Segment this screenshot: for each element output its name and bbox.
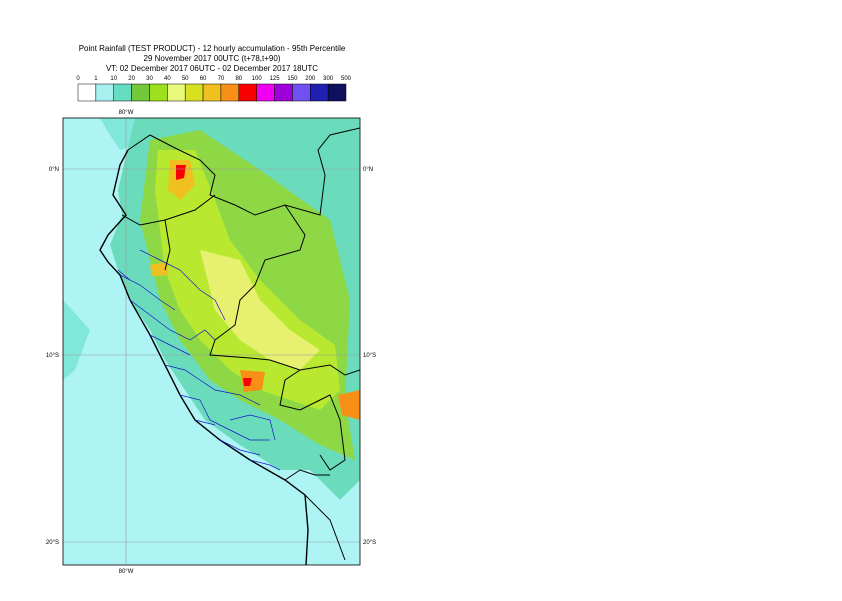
rain-field <box>63 118 90 380</box>
lat-label: 20°S <box>363 540 376 546</box>
rain-field <box>243 378 252 386</box>
lat-label: 20°S <box>46 540 59 546</box>
map-area <box>63 118 360 565</box>
lat-label: 0°N <box>363 167 373 173</box>
lat-label: 10°S <box>46 353 59 359</box>
color-box <box>256 83 275 102</box>
rain-field <box>240 370 265 392</box>
colorbar-label: 500 <box>341 76 352 82</box>
colorbar-label: 50 <box>182 76 189 82</box>
colorbar-label: 80 <box>235 76 242 82</box>
color-box <box>238 83 257 102</box>
colorbar-label: 1 <box>94 76 98 82</box>
color-box <box>167 83 186 102</box>
color-box <box>184 83 204 102</box>
colorbar-label: 70 <box>218 76 225 82</box>
color-box <box>220 83 240 102</box>
subtitle: 29 November 2017 00UTC (t+78,t+90) <box>144 54 281 63</box>
title: Point Rainfall (TEST PRODUCT) - 12 hourl… <box>79 44 346 53</box>
colorbar-label: 300 <box>323 76 334 82</box>
rain-field <box>200 250 320 370</box>
valid-time: VT: 02 December 2017 06UTC - 02 December… <box>106 64 318 73</box>
header: Point Rainfall (TEST PRODUCT) - 12 hourl… <box>79 44 346 73</box>
colorbar-label: 10 <box>110 76 117 82</box>
rain-field <box>338 390 360 420</box>
lat-label: 0°N <box>49 167 59 173</box>
color-box <box>149 83 168 102</box>
colorbar-label: 0 <box>76 76 80 82</box>
colorbar-label: 200 <box>305 76 316 82</box>
colorbar-label: 150 <box>287 76 298 82</box>
color-box <box>113 83 132 102</box>
colorbar: 0 1 10 20 30 40 50 60 70 80 100 125 150 200 300 500 <box>76 76 352 102</box>
lon-label: 80°W <box>119 569 134 575</box>
color-box <box>131 83 150 102</box>
colorbar-label: 100 <box>252 76 263 82</box>
colorbar-label: 30 <box>146 76 153 82</box>
rain-field <box>150 262 168 276</box>
rain-field <box>168 160 195 200</box>
color-box <box>292 83 311 102</box>
region-border <box>117 249 281 471</box>
color-box <box>95 83 114 102</box>
color-box <box>274 83 293 102</box>
color-box <box>310 83 329 102</box>
colorbar-label: 40 <box>164 76 171 82</box>
colorbar-label: 60 <box>200 76 207 82</box>
color-box <box>327 83 347 102</box>
lon-label: 80°W <box>119 110 134 116</box>
colorbar-label: 20 <box>128 76 135 82</box>
color-box <box>77 83 97 102</box>
color-box <box>202 83 222 102</box>
colorbar-label: 125 <box>270 76 281 82</box>
lat-label: 10°S <box>363 353 376 359</box>
map-frame <box>62 117 361 566</box>
